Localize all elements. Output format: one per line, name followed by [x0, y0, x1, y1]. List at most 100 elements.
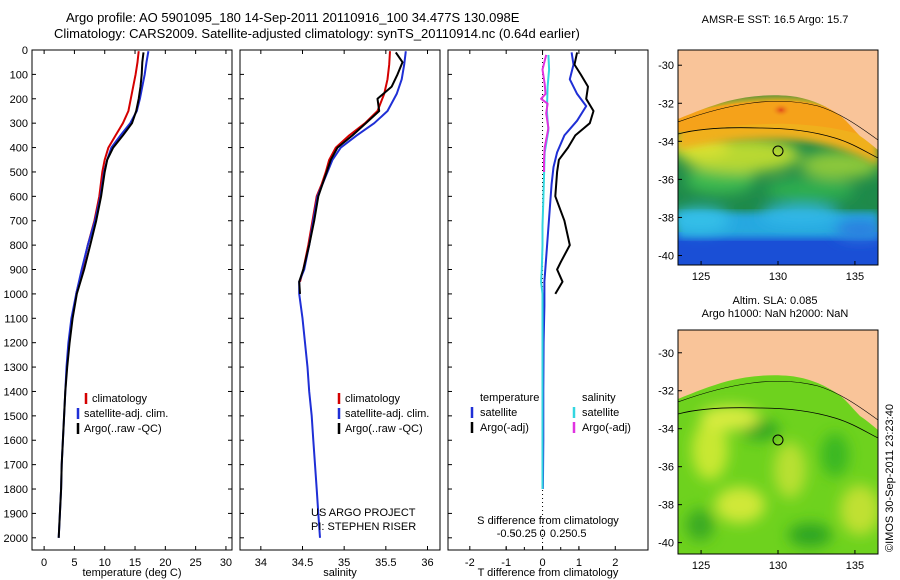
- s-tick-label: -0.5: [497, 528, 516, 540]
- x-tick-label: 36: [421, 557, 433, 569]
- lat-tick-label: -38: [658, 500, 674, 512]
- depth-tick-label: 300: [10, 118, 28, 130]
- lon-tick-label: 130: [769, 271, 787, 283]
- lon-tick-label: 125: [692, 271, 710, 283]
- legend-label-climatology: climatology: [345, 393, 401, 405]
- depth-tick-label: 0: [22, 45, 28, 57]
- lat-tick-label: -38: [658, 212, 674, 224]
- lat-tick-label: -30: [658, 348, 674, 360]
- x-tick-label: 1: [576, 557, 582, 569]
- depth-tick-label: 900: [10, 265, 28, 277]
- argo-raw-qc-series: [298, 51, 404, 294]
- sst-map-axes: 125 130 135 -30 -32 -34 -36 -38 -40: [658, 60, 864, 283]
- x-tick-label: 35.5: [375, 557, 396, 569]
- depth-tick-label: 1500: [4, 411, 28, 423]
- s-tick-label: 0.25: [550, 528, 571, 540]
- salinity-legend: climatology satellite-adj. clim. Argo(..…: [311, 393, 429, 533]
- argo-float-marker: [772, 145, 784, 157]
- figure-title-line1: Argo profile: AO 5901095_180 14-Sep-2011…: [66, 10, 520, 25]
- lon-tick-label: 125: [692, 560, 710, 572]
- lat-tick-label: -40: [658, 250, 674, 262]
- legend-label-sal-satellite: satellite: [582, 407, 619, 419]
- depth-tick-label: 1300: [4, 362, 28, 374]
- imos-timestamp: ©IMOS 30-Sep-2011 23:23:40: [884, 404, 896, 552]
- legend-title-salinity: salinity: [582, 392, 616, 404]
- depth-tick-label: 700: [10, 216, 28, 228]
- lon-tick-label: 130: [769, 560, 787, 572]
- depth-axis: 0 100 200 300 400 500 600 700 800 900 1000 1100 1200…: [4, 45, 452, 545]
- salinity-satellite-series: [540, 54, 551, 489]
- legend-label-satellite: satellite-adj. clim.: [345, 408, 429, 420]
- lat-tick-label: -34: [658, 424, 674, 436]
- sst-map-title: AMSR-E SST: 16.5 Argo: 15.7: [702, 14, 849, 26]
- lat-tick-label: -34: [658, 136, 674, 148]
- satellite-adj-clim-series: [298, 51, 407, 538]
- difference-panel-frame: [447, 49, 649, 551]
- difference-plot: -2 -1 0 1 2T difference from climatology -0.5…: [465, 50, 619, 579]
- lat-tick-label: -36: [658, 462, 674, 474]
- depth-tick-label: 1200: [4, 338, 28, 350]
- temperature-argo-adj-series: [554, 52, 595, 295]
- legend-label-argo: Argo(..raw -QC): [345, 423, 423, 435]
- project-annotation: US ARGO PROJECT: [311, 507, 416, 519]
- legend-title-temperature: temperature: [480, 392, 539, 404]
- s-tick-label: 0.5: [571, 528, 586, 540]
- x-tick-label: 5: [71, 557, 77, 569]
- depth-tick-label: 1100: [4, 313, 28, 325]
- x-tick-label: 34: [255, 557, 267, 569]
- lat-tick-label: -32: [658, 386, 674, 398]
- temperature-satellite-series: [541, 52, 588, 490]
- depth-tick-label: 1800: [4, 484, 28, 496]
- figure-title-line2: Climatology: CARS2009. Satellite-adjuste…: [54, 26, 580, 41]
- depth-tick-label: 800: [10, 240, 28, 252]
- x-tick-label: 20: [159, 557, 171, 569]
- x-tick-label: 34.5: [292, 557, 313, 569]
- x-axis-label: temperature (deg C): [82, 567, 181, 579]
- legend-label-temp-satellite: satellite: [480, 407, 517, 419]
- x-tick-label: 30: [220, 557, 232, 569]
- salinity-argo-adj-series: [540, 54, 550, 172]
- satellite-adj-clim-series: [57, 51, 150, 538]
- salinity-plot: 34 34.5 35 35.5 36 salinity: [255, 50, 434, 579]
- argo-raw-qc-series: [57, 52, 145, 538]
- x-tick-label: -1: [501, 557, 511, 569]
- x-tick-label: 25: [190, 557, 202, 569]
- legend-label-argo: Argo(..raw -QC): [84, 423, 162, 435]
- lon-tick-label: 135: [846, 271, 864, 283]
- climatology-series: [299, 51, 391, 282]
- s-difference-label: S difference from climatology: [477, 515, 619, 527]
- sla-map-title-line2: Argo h1000: NaN h2000: NaN: [702, 308, 849, 320]
- depth-tick-label: 200: [10, 94, 28, 106]
- temperature-plot: 0 5 10 15 20 25 30 temperature (deg C): [41, 50, 232, 579]
- depth-tick-label: 500: [10, 167, 28, 179]
- depth-tick-label: 1900: [4, 508, 28, 520]
- temperature-panel-frame: [31, 49, 233, 551]
- depth-tick-label: 1700: [4, 460, 28, 472]
- legend-label-temp-argo: Argo(-adj): [480, 422, 529, 434]
- depth-tick-label: 600: [10, 191, 28, 203]
- x-axis-label: salinity: [323, 567, 357, 579]
- sla-map-axes: 125 130 135 -30 -32 -34 -36 -38 -40: [658, 348, 864, 572]
- legend-label-climatology: climatology: [92, 393, 148, 405]
- sla-map-title-line1: Altim. SLA: 0.085: [733, 295, 818, 307]
- s-tick-label: -0.25: [512, 528, 537, 540]
- salinity-panel-frame: [239, 49, 441, 551]
- lat-tick-label: -36: [658, 174, 674, 186]
- temperature-legend: climatology satellite-adj. clim. Argo(..…: [76, 393, 168, 435]
- depth-tick-label: 1400: [4, 386, 28, 398]
- x-tick-label: 2: [612, 557, 618, 569]
- x-axis-label: T difference from climatology: [478, 567, 619, 579]
- depth-tick-label: 100: [10, 69, 28, 81]
- pi-annotation: PI: STEPHEN RISER: [311, 521, 416, 533]
- x-tick-label: 0: [539, 557, 545, 569]
- difference-legend: temperature satellite Argo(-adj) salinit…: [470, 392, 631, 527]
- depth-tick-label: 2000: [4, 533, 28, 545]
- sst-map: AMSR-E SST: 16.5 Argo: 15.7: [658, 14, 879, 283]
- argo-float-marker: [772, 434, 784, 446]
- lat-tick-label: -30: [658, 60, 674, 72]
- depth-tick-label: 1000: [4, 289, 28, 301]
- depth-tick-label: 1600: [4, 435, 28, 447]
- lon-tick-label: 135: [846, 560, 864, 572]
